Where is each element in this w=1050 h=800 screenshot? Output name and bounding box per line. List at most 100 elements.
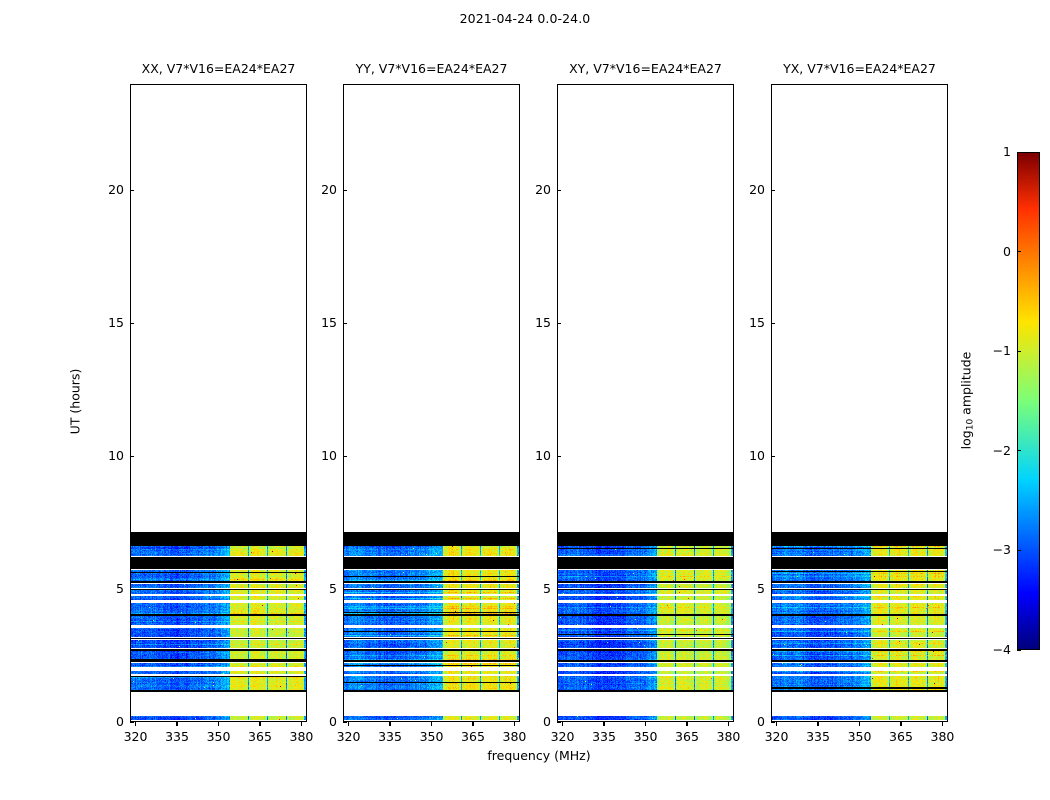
x-tick-mark: [775, 722, 778, 726]
y-tick-mark: [557, 721, 561, 723]
y-axis-label: UT (hours): [67, 368, 83, 435]
y-tick-label: 0: [757, 714, 765, 729]
x-tick-mark: [900, 722, 902, 726]
x-tick-mark: [644, 722, 647, 726]
y-tick-mark: [557, 588, 561, 590]
colorbar-tick-mark: [1017, 350, 1021, 352]
x-tick-mark: [941, 722, 944, 726]
y-tick-label: 15: [108, 315, 124, 331]
y-tick-label: 15: [749, 315, 765, 331]
colorbar-tick-mark: [1017, 450, 1021, 452]
y-tick-mark: [557, 189, 561, 192]
colorbar-tick-label: −4: [992, 642, 1011, 657]
colorbar-label-sub: 10: [965, 418, 976, 431]
y-tick-mark: [343, 721, 347, 723]
panel-title-xx: XX, V7*V16=EA24*EA27: [141, 61, 296, 76]
y-tick-mark: [343, 588, 347, 590]
x-tick-mark: [727, 722, 730, 726]
y-tick-label: 5: [329, 581, 337, 597]
y-tick-mark: [771, 721, 775, 723]
panel-title-yx: YX, V7*V16=EA24*EA27: [783, 61, 936, 76]
x-tick-label: 320: [336, 729, 361, 744]
y-tick-mark: [130, 322, 134, 324]
y-tick-mark: [343, 322, 347, 324]
y-tick-mark: [771, 189, 775, 192]
x-tick-mark: [389, 722, 391, 726]
y-tick-label: 5: [116, 581, 124, 597]
y-tick-mark: [130, 455, 134, 457]
heatmap-panel-xx: [130, 84, 307, 722]
y-tick-mark: [130, 189, 134, 192]
x-tick-label: 335: [806, 729, 830, 744]
x-tick-mark: [217, 722, 220, 726]
x-tick-label: 335: [592, 729, 616, 744]
x-axis-label: frequency (MHz): [487, 748, 591, 763]
heatmap-panel-yx: [771, 84, 948, 722]
x-tick-mark: [300, 722, 303, 726]
y-tick-label: 0: [116, 714, 124, 729]
panel-title-yy: YY, V7*V16=EA24*EA27: [355, 61, 508, 76]
x-tick-mark: [858, 722, 861, 726]
figure-suptitle: 2021-04-24 0.0-24.0: [459, 11, 591, 26]
colorbar-tick-mark: [1017, 251, 1021, 253]
colorbar-tick-mark: [1017, 549, 1021, 552]
y-tick-label: 0: [543, 714, 551, 729]
x-tick-mark: [472, 722, 474, 726]
y-tick-mark: [557, 455, 561, 457]
y-tick-label: 5: [757, 581, 765, 597]
y-tick-label: 5: [543, 581, 551, 597]
colorbar-tick-label: −2: [992, 442, 1011, 458]
x-tick-label: 380: [502, 729, 527, 744]
x-tick-mark: [686, 722, 688, 726]
x-tick-label: 380: [930, 729, 955, 744]
x-tick-label: 350: [633, 729, 658, 744]
y-tick-label: 0: [329, 714, 337, 729]
colorbar-gradient: [1018, 153, 1039, 649]
y-tick-mark: [130, 588, 134, 590]
x-tick-mark: [603, 722, 605, 726]
x-tick-label: 380: [716, 729, 741, 744]
dynamic-spectrum-xy: [558, 85, 733, 721]
y-tick-mark: [130, 721, 134, 723]
heatmap-panel-yy: [343, 84, 520, 722]
x-tick-mark: [259, 722, 261, 726]
colorbar-label: log10 amplitude: [959, 320, 976, 480]
x-tick-label: 335: [378, 729, 402, 744]
y-tick-mark: [771, 455, 775, 457]
colorbar-label-tail: amplitude: [958, 351, 974, 419]
y-tick-label: 10: [108, 448, 124, 464]
x-tick-label: 365: [461, 729, 485, 744]
x-tick-label: 320: [123, 729, 148, 744]
dynamic-spectrum-yy: [344, 85, 519, 721]
x-tick-label: 335: [165, 729, 189, 744]
colorbar-tick-mark: [1017, 649, 1021, 651]
x-tick-label: 365: [248, 729, 272, 744]
y-tick-mark: [771, 588, 775, 590]
colorbar-tick-label: −1: [992, 343, 1011, 359]
x-tick-mark: [430, 722, 433, 726]
y-tick-label: 15: [535, 315, 551, 331]
x-tick-label: 320: [550, 729, 575, 744]
x-tick-label: 350: [847, 729, 872, 744]
x-tick-label: 350: [419, 729, 444, 744]
x-tick-label: 380: [289, 729, 314, 744]
x-tick-mark: [347, 722, 350, 726]
colorbar-label-main: log: [958, 430, 974, 450]
y-tick-label: 20: [749, 182, 765, 198]
colorbar: [1017, 152, 1040, 650]
y-tick-mark: [557, 322, 561, 324]
y-tick-label: 10: [321, 448, 337, 464]
y-tick-mark: [343, 189, 347, 192]
x-tick-label: 320: [764, 729, 789, 744]
heatmap-panel-xy: [557, 84, 734, 722]
colorbar-tick-label: −3: [992, 542, 1011, 558]
panel-title-xy: XY, V7*V16=EA24*EA27: [569, 61, 722, 76]
x-tick-mark: [176, 722, 178, 726]
y-tick-mark: [343, 455, 347, 457]
x-tick-mark: [134, 722, 137, 726]
x-tick-mark: [817, 722, 819, 726]
y-tick-label: 10: [749, 448, 765, 464]
y-tick-label: 20: [108, 182, 124, 198]
dynamic-spectrum-xx: [131, 85, 306, 721]
